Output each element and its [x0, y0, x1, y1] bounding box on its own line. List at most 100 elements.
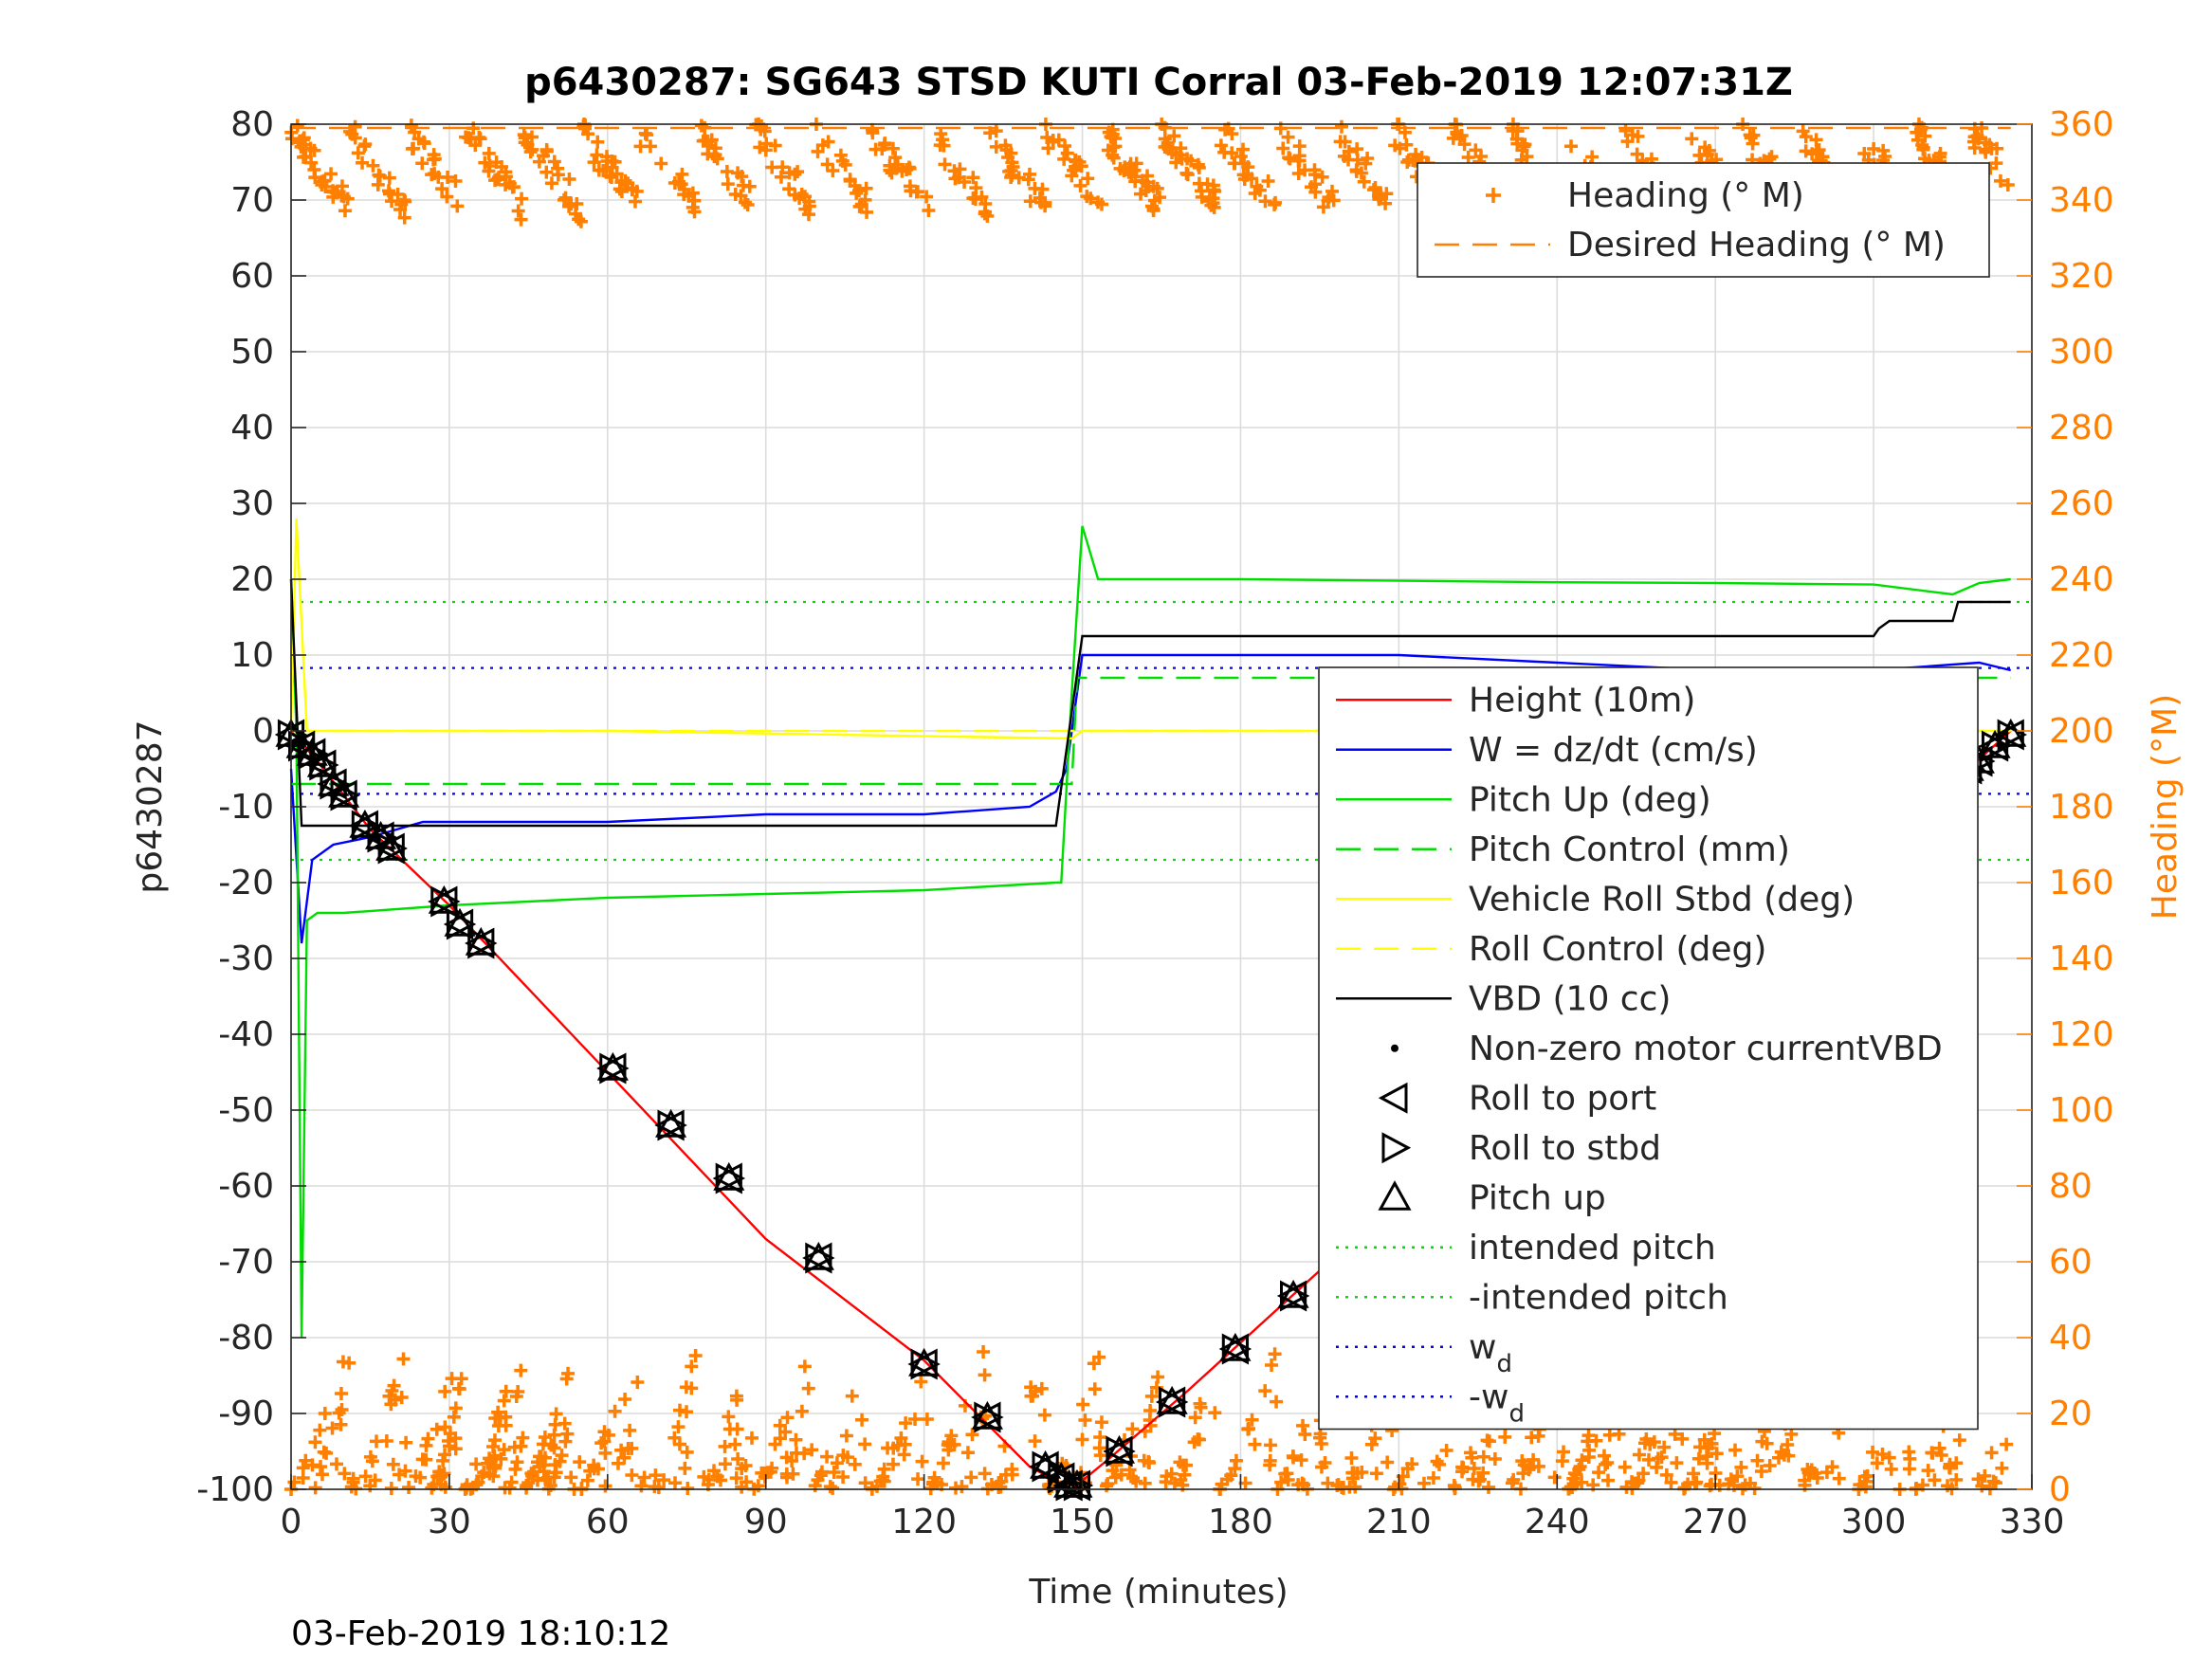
x-axis-label: Time (minutes) — [1028, 1573, 1288, 1612]
heading-point — [1675, 1431, 1690, 1446]
heading-point — [927, 1470, 941, 1485]
heading-point — [654, 156, 668, 171]
heading-point — [1763, 1459, 1777, 1473]
roll-to-stbd-marker — [299, 738, 329, 770]
heading-point — [1393, 141, 1407, 155]
heading-point — [1248, 1437, 1262, 1451]
heading-point — [839, 1429, 853, 1443]
legend-label-text: Vehicle Roll Stbd (deg) — [1469, 880, 1855, 919]
heading-point — [1525, 1431, 1539, 1445]
heading-point — [671, 174, 686, 189]
heading-point — [1316, 200, 1330, 214]
heading-point — [877, 1462, 891, 1476]
heading-point — [1218, 122, 1233, 137]
heading-point — [581, 127, 595, 141]
heading-point — [305, 1458, 320, 1472]
heading-point — [1557, 1445, 1571, 1459]
heading-point — [1476, 1449, 1490, 1464]
heading-point — [728, 188, 742, 202]
heading-point — [1870, 1456, 1884, 1470]
roll-to-stbd-marker — [446, 908, 477, 940]
heading-point — [845, 1389, 859, 1403]
legend-label: Pitch Control (mm) — [1469, 830, 1790, 869]
heading-point — [998, 138, 1013, 153]
heading-point — [407, 141, 421, 155]
heading-point — [391, 187, 405, 201]
heading-point — [903, 161, 917, 175]
heading-point — [578, 118, 593, 133]
heading-point — [643, 139, 657, 154]
heading-point — [1206, 178, 1220, 192]
heading-point — [782, 182, 796, 196]
y2-tick-label: 240 — [2049, 560, 2114, 599]
heading-point — [922, 203, 936, 217]
y2-tick-label: 180 — [2049, 788, 2114, 827]
heading-point — [1995, 1461, 2009, 1475]
heading-point — [451, 1381, 466, 1395]
heading-point — [1369, 1467, 1383, 1481]
heading-point — [1292, 139, 1307, 154]
y-tick-label: -100 — [196, 1470, 274, 1509]
heading-point — [296, 1461, 310, 1475]
heading-point — [731, 1451, 745, 1466]
heading-point — [315, 1468, 329, 1482]
heading-point — [1417, 1476, 1431, 1490]
heading-point — [836, 1469, 850, 1484]
heading-point — [486, 1469, 501, 1484]
heading-point — [1734, 1460, 1748, 1474]
y-tick-label: 0 — [252, 712, 274, 751]
roll-to-stbd-marker — [715, 1162, 746, 1194]
heading-point — [1281, 130, 1295, 144]
heading-point — [324, 167, 338, 181]
heading-point — [1659, 1468, 1673, 1482]
heading-point — [504, 1475, 519, 1489]
pitch-up-marker — [1103, 1434, 1136, 1464]
heading-point — [702, 1472, 716, 1486]
roll-to-stbd-marker — [1055, 1469, 1086, 1502]
legend-swatch — [1378, 1082, 1408, 1114]
legend-label-text: -intended pitch — [1469, 1278, 1728, 1317]
heading-point — [448, 1401, 463, 1415]
heading-point — [1488, 1451, 1502, 1466]
heading-point — [544, 176, 558, 191]
heading-point — [1639, 1432, 1654, 1447]
heading-point — [1465, 1450, 1479, 1465]
legend-label: Roll to port — [1469, 1079, 1656, 1118]
heading-point — [858, 1476, 872, 1490]
heading-point — [509, 1389, 523, 1403]
heading-point — [728, 1437, 742, 1451]
x-tick-label: 240 — [1525, 1503, 1590, 1541]
heading-point — [1986, 1474, 2001, 1488]
heading-point — [497, 1394, 511, 1408]
heading-point — [1076, 1397, 1090, 1412]
heading-point — [731, 166, 745, 180]
heading-point — [789, 1432, 803, 1447]
heading-point — [499, 1384, 513, 1398]
heading-point — [1641, 1452, 1655, 1467]
heading-point — [1179, 166, 1194, 180]
heading-point — [797, 190, 812, 204]
heading-point — [1313, 1431, 1327, 1445]
heading-point — [1263, 1438, 1277, 1452]
heading-point — [1722, 1477, 1736, 1491]
heading-point — [674, 177, 688, 191]
heading-point — [1819, 1466, 1834, 1480]
heading-point — [851, 184, 866, 198]
heading-point — [417, 137, 431, 151]
heading-point — [1024, 1389, 1038, 1403]
heading-point — [551, 161, 565, 175]
heading-point — [865, 122, 879, 137]
heading-point — [399, 1435, 413, 1449]
legend-label: Desired Heading (° M) — [1567, 226, 1946, 264]
heading-point — [657, 1473, 671, 1487]
heading-point — [1796, 124, 1810, 138]
heading-point — [1507, 1472, 1521, 1486]
heading-point — [966, 171, 980, 185]
heading-point — [1772, 1450, 1786, 1465]
series-line — [291, 676, 2011, 786]
heading-point — [621, 176, 635, 191]
heading-point — [1160, 1469, 1174, 1484]
heading-point — [329, 1457, 343, 1471]
pitch-up-marker — [596, 1051, 629, 1081]
y-tick-label: -70 — [218, 1243, 274, 1282]
